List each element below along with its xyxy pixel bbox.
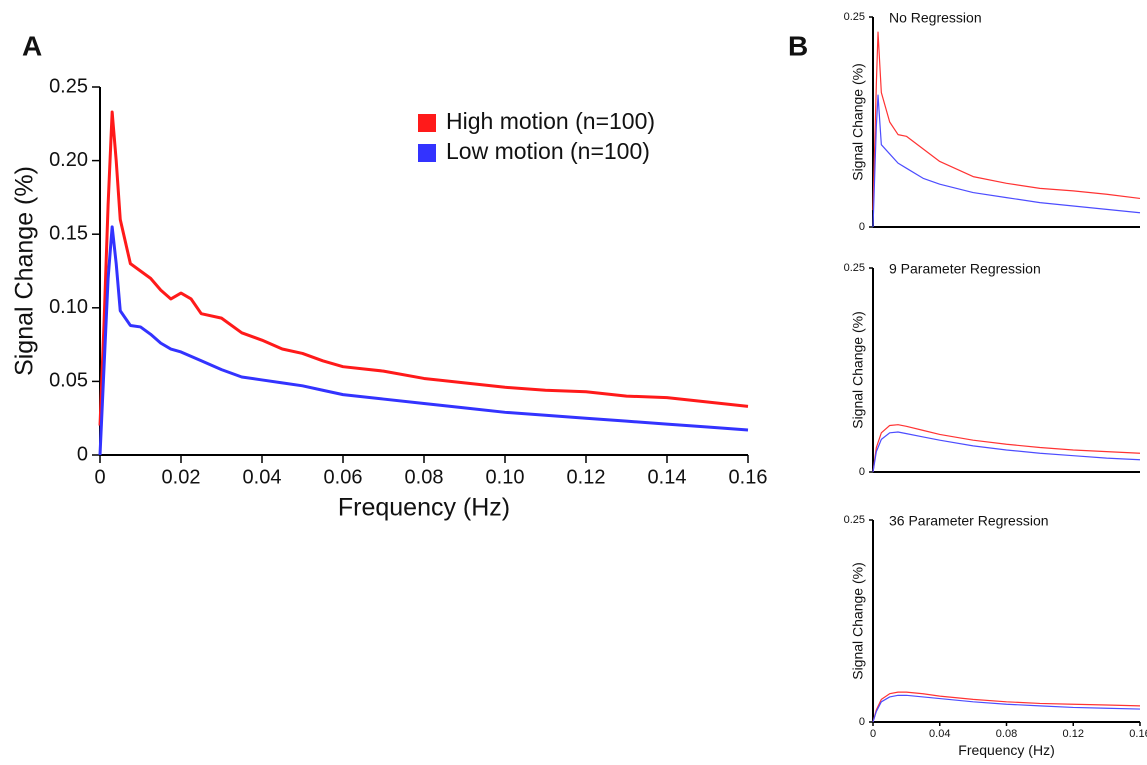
- y-tick-label: 0.25: [844, 262, 865, 274]
- y-tick-label: 0.25: [844, 11, 865, 23]
- y-tick-label: 0.25: [844, 514, 865, 526]
- y-axis-label: Signal Change (%): [850, 562, 866, 680]
- y-tick-label: 0.15: [49, 222, 88, 244]
- data-line: [872, 691, 1141, 723]
- y-tick-label: 0.05: [49, 370, 88, 392]
- data-line: [98, 225, 749, 456]
- data-line: [98, 110, 749, 426]
- x-tick-label: 0.06: [324, 466, 363, 488]
- x-tick-label: 0: [870, 728, 876, 740]
- y-tick-label: 0: [859, 221, 865, 233]
- legend-swatch: [418, 114, 436, 132]
- panel-title: 36 Parameter Regression: [889, 513, 1049, 529]
- data-line: [872, 94, 1141, 228]
- x-tick-label: 0.16: [1129, 728, 1147, 740]
- x-tick-label: 0.12: [567, 466, 606, 488]
- y-axis-label: Signal Change (%): [850, 311, 866, 429]
- data-line: [872, 424, 1141, 473]
- y-axis-label: Signal Change (%): [850, 63, 866, 181]
- panel-title: No Regression: [889, 10, 982, 26]
- x-tick-label: 0.16: [729, 466, 768, 488]
- y-tick-label: 0.20: [49, 149, 88, 171]
- data-line: [872, 431, 1141, 473]
- y-tick-label: 0.25: [49, 75, 88, 97]
- x-tick-label: 0: [94, 466, 105, 488]
- panel-title: 9 Parameter Regression: [889, 261, 1041, 277]
- x-tick-label: 0.14: [648, 466, 687, 488]
- panel-label: A: [22, 30, 42, 61]
- x-tick-label: 0.08: [996, 728, 1017, 740]
- data-line: [872, 31, 1141, 211]
- panel-label: B: [788, 30, 808, 61]
- y-tick-label: 0: [77, 443, 88, 465]
- x-tick-label: 0.02: [162, 466, 201, 488]
- y-axis-label: Signal Change (%): [11, 166, 39, 376]
- y-tick-label: 0: [859, 466, 865, 478]
- x-tick-label: 0.12: [1063, 728, 1084, 740]
- data-line: [872, 694, 1141, 723]
- x-tick-label: 0.08: [405, 466, 444, 488]
- legend-label: Low motion (n=100): [446, 138, 650, 164]
- x-tick-label: 0.04: [929, 728, 950, 740]
- x-axis-label: Frequency (Hz): [338, 494, 510, 522]
- legend-swatch: [418, 144, 436, 162]
- y-tick-label: 0: [859, 716, 865, 728]
- legend-label: High motion (n=100): [446, 108, 655, 134]
- x-axis-label: Frequency (Hz): [958, 742, 1054, 758]
- y-tick-label: 0.10: [49, 296, 88, 318]
- x-tick-label: 0.04: [243, 466, 282, 488]
- x-tick-label: 0.10: [486, 466, 525, 488]
